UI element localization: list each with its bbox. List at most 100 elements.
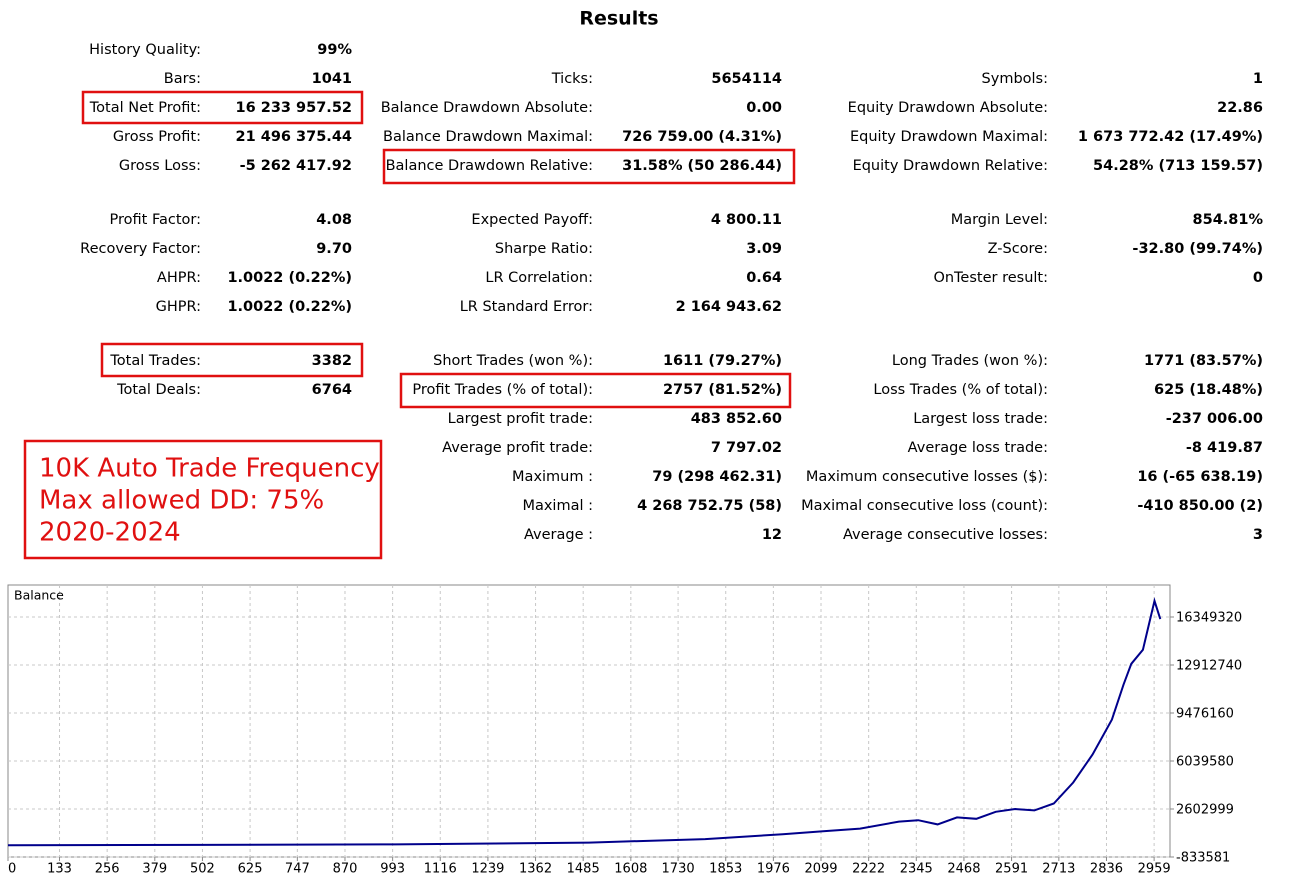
- x-tick-label: 1730: [662, 862, 695, 877]
- x-tick-label: 1853: [709, 862, 742, 877]
- highlight-box: [382, 148, 796, 185]
- highlight-box: [399, 372, 792, 409]
- x-tick-label: 2345: [900, 862, 933, 877]
- stat-label: Profit Factor:: [110, 212, 201, 228]
- stat-value: -32.80 (99.74%): [1132, 241, 1263, 257]
- stat-value: 1771 (83.57%): [1144, 353, 1263, 369]
- y-tick-label: 16349320: [1176, 610, 1242, 625]
- stat-value: -237 006.00: [1166, 411, 1263, 427]
- stat-label: Maximal consecutive loss (count):: [801, 498, 1048, 514]
- stat-value: 6764: [312, 382, 352, 398]
- stat-label: Ticks:: [551, 71, 593, 87]
- x-tick-label: 133: [47, 862, 72, 877]
- stat-value: 1.0022 (0.22%): [227, 270, 352, 286]
- stat-label: Loss Trades (% of total):: [873, 382, 1048, 398]
- stat-value: 16 (-65 638.19): [1137, 469, 1263, 485]
- stat-label: Symbols:: [982, 71, 1048, 87]
- stat-value: 21 496 375.44: [236, 129, 353, 145]
- stat-value: 12: [762, 527, 782, 543]
- x-tick-label: 2099: [804, 862, 837, 877]
- stat-value: 4.08: [316, 212, 352, 228]
- x-tick-label: 1116: [424, 862, 457, 877]
- stat-label: Average :: [524, 527, 593, 543]
- stat-label: Z-Score:: [988, 241, 1048, 257]
- stat-label: Maximal :: [522, 498, 593, 514]
- stat-label: Largest profit trade:: [448, 411, 593, 427]
- stat-label: Margin Level:: [951, 212, 1048, 228]
- stat-label: Long Trades (won %):: [892, 353, 1048, 369]
- x-tick-label: 502: [190, 862, 215, 877]
- stat-value: 16 233 957.52: [236, 100, 353, 116]
- y-tick-label: -833581: [1176, 851, 1230, 866]
- stat-value: 1611 (79.27%): [663, 353, 782, 369]
- stat-label: Balance Drawdown Maximal:: [383, 129, 593, 145]
- stat-value: 79 (298 462.31): [652, 469, 782, 485]
- y-axis-labels: -833581 2602999 6039580 9476160 12912740 1634…: [1176, 610, 1242, 865]
- x-tick-label: 1485: [567, 862, 600, 877]
- stat-label: Largest loss trade:: [913, 411, 1048, 427]
- results-table: History Quality: 99% Bars: 1041 Ticks: 565411…: [80, 42, 1263, 543]
- annotation-line: 2020-2024: [39, 518, 181, 548]
- stat-value: 483 852.60: [691, 411, 782, 427]
- x-tick-label: 870: [333, 862, 358, 877]
- stat-label: Profit Trades (% of total):: [412, 382, 593, 398]
- x-tick-label: 256: [95, 862, 120, 877]
- stat-value: 54.28% (713 159.57): [1093, 158, 1263, 174]
- stat-label: Maximum consecutive losses ($):: [806, 469, 1048, 485]
- highlight-box: [81, 90, 364, 125]
- stat-label: LR Standard Error:: [460, 299, 593, 315]
- x-tick-label: 2468: [947, 862, 980, 877]
- stat-value: 5654114: [711, 71, 782, 87]
- x-tick-label: 1362: [519, 862, 552, 877]
- stat-label: OnTester result:: [933, 270, 1048, 286]
- stat-value: 726 759.00 (4.31%): [622, 129, 782, 145]
- balance-line: [7, 597, 1162, 847]
- stat-label: Expected Payoff:: [471, 212, 593, 228]
- stat-label: Maximum :: [512, 469, 593, 485]
- stat-label: Sharpe Ratio:: [495, 241, 593, 257]
- stat-value: -410 850.00 (2): [1137, 498, 1263, 514]
- stat-label: Average consecutive losses:: [843, 527, 1048, 543]
- stat-value: -5 262 417.92: [240, 158, 352, 174]
- stat-value: 2 164 943.62: [676, 299, 782, 315]
- chart: 0 133 256 379 502 625 747 870 993 1116 1239 1362 148…: [7, 585, 1174, 877]
- stat-label: Short Trades (won %):: [433, 353, 593, 369]
- stat-value: 3.09: [746, 241, 782, 257]
- stat-value: 4 800.11: [711, 212, 782, 228]
- x-tick-label: 2713: [1042, 862, 1075, 877]
- stat-value: 22.86: [1217, 100, 1263, 116]
- stat-label: Bars:: [164, 71, 201, 87]
- x-tick-label: 1608: [614, 862, 647, 877]
- stat-label: Total Net Profit:: [89, 100, 201, 116]
- stat-label: Average profit trade:: [442, 440, 593, 456]
- stat-value: 7 797.02: [711, 440, 782, 456]
- stat-label: Gross Loss:: [119, 158, 201, 174]
- y-tick-label: 6039580: [1176, 754, 1234, 769]
- x-tick-label: 2591: [995, 862, 1028, 877]
- y-tick-label: 12912740: [1176, 658, 1242, 673]
- chart-title: Balance: [14, 588, 64, 603]
- stat-value: 854.81%: [1193, 212, 1264, 228]
- results-title: Results: [579, 8, 658, 30]
- stat-label: Total Deals:: [116, 382, 201, 398]
- stat-value: 31.58% (50 286.44): [622, 158, 782, 174]
- stat-value: 0.64: [746, 270, 782, 286]
- x-tick-label: 747: [285, 862, 310, 877]
- y-tick-label: 9476160: [1176, 706, 1234, 721]
- stat-label: Gross Profit:: [113, 129, 201, 145]
- stat-label: Equity Drawdown Absolute:: [848, 100, 1048, 116]
- x-tick-label: 2222: [852, 862, 885, 877]
- x-tick-label: 379: [142, 862, 167, 877]
- stat-label: Total Trades:: [109, 353, 201, 369]
- stat-label: Balance Drawdown Relative:: [386, 158, 593, 174]
- y-tick-label: 2602999: [1176, 802, 1234, 817]
- highlight-box: [100, 342, 364, 378]
- annotation-line: 10K Auto Trade Frequency: [39, 454, 380, 484]
- stat-value: 625 (18.48%): [1154, 382, 1263, 398]
- stat-value: 1: [1253, 71, 1263, 87]
- stat-value: 1041: [312, 71, 352, 87]
- stat-value: 0: [1253, 270, 1263, 286]
- stat-value: 2757 (81.52%): [663, 382, 782, 398]
- stat-value: 9.70: [316, 241, 352, 257]
